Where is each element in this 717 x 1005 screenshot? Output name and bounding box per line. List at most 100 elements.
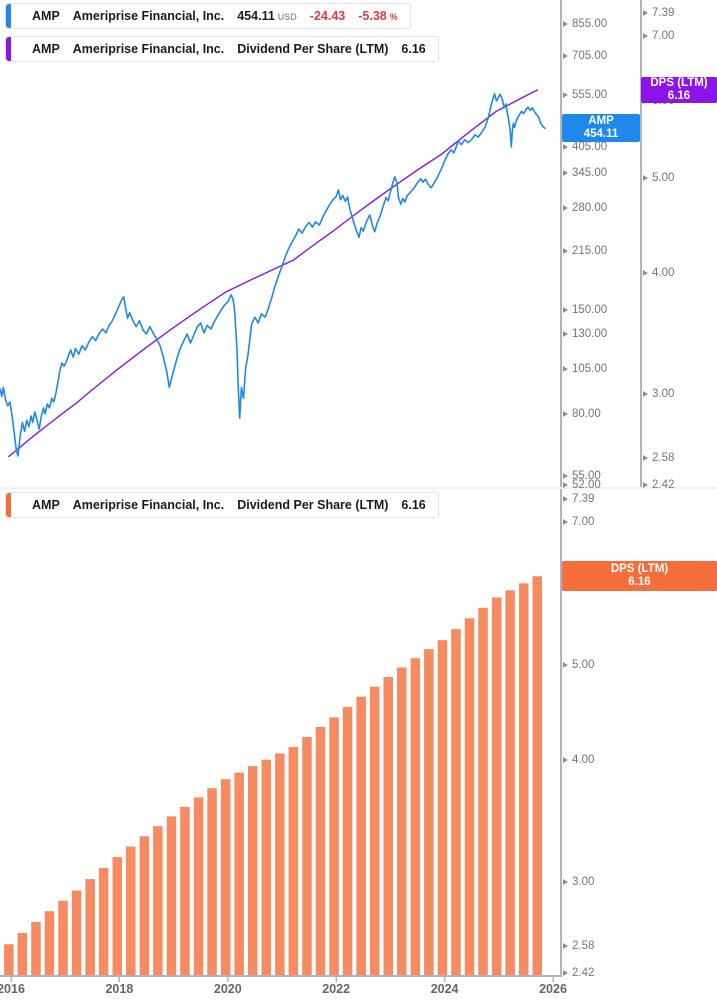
dps-bar [464, 618, 475, 976]
tick-label: 7.00 [572, 516, 595, 529]
dps-overlay-legend[interactable]: AMP Ameriprise Financial, Inc. Dividend … [5, 36, 439, 62]
dps-overlay-axis-tick: 7.39 [643, 5, 674, 21]
price-last-value-badge: AMP 454.11 [562, 114, 640, 143]
price-axis-tick: 130.00 [563, 326, 607, 342]
dps-bar [315, 727, 326, 976]
dps-bar [275, 753, 285, 976]
tick-arrow-icon [563, 143, 568, 150]
price-axis-tick: 405.00 [563, 139, 607, 155]
dps-bar [126, 846, 136, 976]
dps-bottom-legend[interactable]: AMP Ameriprise Financial, Inc. Dividend … [5, 492, 439, 518]
metric-name: Dividend Per Share (LTM) [237, 42, 389, 56]
badge-value: 454.11 [583, 128, 619, 141]
tick-arrow-icon [563, 970, 568, 977]
dps-overlay-last-value-badge: DPS (LTM) 6.16 [641, 77, 717, 103]
price-axis-tick: 855.00 [563, 16, 607, 32]
dps-bar [410, 658, 421, 976]
tick-label: 2.42 [572, 967, 595, 980]
price-legend[interactable]: AMP Ameriprise Financial, Inc. 454.11 US… [5, 3, 411, 29]
tick-label: 130.00 [572, 328, 608, 341]
tick-label: 2.58 [572, 939, 595, 952]
dps-bar [139, 836, 150, 976]
price-change: -24.43 [309, 9, 346, 23]
company-name: Ameriprise Financial, Inc. [72, 498, 225, 512]
tick-label: 3.00 [652, 388, 675, 401]
x-axis-label: 2016 [0, 982, 25, 996]
tick-arrow-icon [563, 519, 568, 526]
dps-bar [437, 640, 448, 976]
tick-arrow-icon [563, 307, 568, 314]
tick-arrow-icon [643, 455, 648, 462]
tick-label: 345.00 [572, 167, 608, 180]
dps-bar [397, 667, 407, 976]
dps-bar [302, 737, 312, 976]
badge-ticker: AMP [588, 115, 614, 128]
ticker-label: AMP [32, 42, 60, 56]
tick-arrow-icon [563, 92, 568, 99]
dps-bar [519, 583, 529, 976]
dps-bar [4, 944, 14, 976]
tick-label: 55.00 [572, 469, 601, 482]
dps-bar-axis-tick: 2.58 [563, 938, 594, 954]
dps-overlay-axis-tick: 2.42 [643, 477, 674, 493]
dps-bar [71, 890, 82, 976]
tick-arrow-icon [643, 32, 648, 39]
dps-bar [288, 747, 299, 976]
dps-overlay-axis-tick: 3.00 [643, 386, 674, 402]
tick-label: 3.00 [572, 875, 595, 888]
x-axis-label: 2020 [213, 982, 242, 996]
tick-arrow-icon [563, 756, 568, 763]
tick-arrow-icon [563, 170, 568, 177]
company-name: Ameriprise Financial, Inc. [72, 9, 225, 23]
price-line [0, 92, 546, 457]
tick-arrow-icon [563, 21, 568, 27]
dps-bar [31, 921, 41, 976]
dps-bar [44, 911, 55, 976]
last-price: 454.11 [237, 9, 275, 23]
price-change-pct-group: -5.38 % [358, 4, 398, 29]
dps-bar-axis-tick: 7.39 [563, 491, 594, 507]
tick-label: 215.00 [572, 245, 608, 258]
currency-label: USD [277, 12, 297, 22]
tick-label: 555.00 [572, 89, 608, 102]
dps-bar [478, 607, 488, 976]
dps-bar [369, 686, 380, 976]
tick-label: 405.00 [572, 140, 608, 153]
metric-value: 6.16 [401, 498, 426, 512]
dps-bar-axis-tick: 2.42 [563, 965, 594, 981]
tick-arrow-icon [563, 942, 568, 949]
dps-bar-axis-tick: 4.00 [563, 752, 594, 768]
dps-bar [220, 779, 231, 976]
tick-label: 2.42 [652, 479, 675, 492]
tick-arrow-icon [563, 472, 568, 479]
badge-metric: DPS (LTM) [650, 77, 708, 89]
dps-bar [383, 677, 393, 976]
tick-label: 5.00 [572, 658, 595, 671]
tick-arrow-icon [643, 10, 648, 16]
x-axis-label: 2026 [539, 982, 567, 996]
dps-bar [342, 706, 353, 976]
dps-overlay-axis-tick: 7.00 [643, 28, 674, 44]
tick-label: 5.00 [652, 172, 675, 185]
tick-label: 7.00 [652, 29, 675, 42]
price-axis-tick: 555.00 [563, 87, 607, 103]
tick-label: 280.00 [572, 201, 608, 214]
dps-bar [248, 766, 258, 976]
dps-bar [85, 879, 95, 976]
x-axis-label: 2018 [105, 982, 134, 996]
price-axis-tick: 280.00 [563, 200, 607, 216]
tick-label: 80.00 [572, 407, 601, 420]
tick-arrow-icon [643, 175, 648, 182]
metric-value: 6.16 [401, 42, 426, 56]
price-axis-tick: 52.00 [563, 477, 601, 493]
price-value-group: 454.11 USD [237, 4, 297, 29]
tick-arrow-icon [563, 204, 568, 211]
dps-bar [505, 590, 515, 976]
dps-bar [329, 717, 339, 976]
tick-label: 105.00 [572, 363, 608, 376]
dps-bar-last-value-badge: DPS (LTM) 6.16 [562, 561, 717, 592]
dps-bar [207, 788, 217, 976]
price-axis-tick: 215.00 [563, 243, 607, 259]
dps-overlay-line [8, 89, 538, 458]
tick-label: 52.00 [572, 478, 601, 491]
